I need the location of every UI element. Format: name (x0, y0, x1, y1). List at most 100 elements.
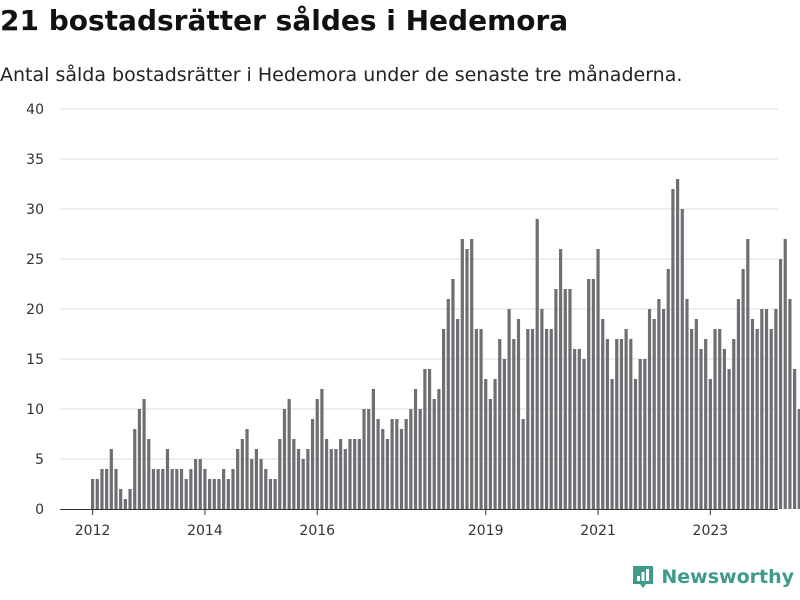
bar (343, 449, 347, 509)
bar (334, 449, 338, 509)
bar (385, 439, 390, 509)
bar (563, 289, 567, 509)
bar (329, 449, 333, 509)
bar (278, 439, 282, 509)
bar (755, 329, 759, 509)
chart-title: 21 bostadsrätter såldes i Hedemora (0, 4, 569, 37)
bar (151, 469, 156, 509)
bar (676, 179, 680, 509)
bar (629, 339, 633, 509)
bar (208, 479, 212, 509)
bar (179, 469, 184, 509)
bar (432, 399, 436, 509)
bar (451, 279, 455, 509)
bar (418, 409, 422, 509)
bar (460, 239, 464, 509)
bar (133, 429, 137, 509)
bar (718, 329, 722, 509)
bar (736, 299, 741, 509)
bars (91, 179, 800, 509)
bar (596, 249, 600, 509)
bar (722, 349, 726, 509)
y-tick-label: 35 (26, 152, 44, 168)
bar (381, 429, 385, 509)
bar (474, 329, 478, 509)
bar (643, 359, 647, 509)
bar (105, 469, 109, 509)
bar (95, 479, 99, 509)
bar (128, 489, 132, 509)
y-axis-ticks: 0 5 10 15 20 25 30 35 40 (26, 102, 44, 518)
bar (236, 449, 240, 509)
y-tick-label: 0 (35, 502, 44, 518)
x-tick-label: 2014 (187, 523, 223, 539)
bar (680, 209, 684, 509)
bar (353, 439, 357, 509)
bar (217, 479, 221, 509)
bar (250, 459, 254, 509)
y-tick-label: 30 (26, 202, 44, 218)
bar (296, 449, 301, 509)
bar (226, 479, 230, 509)
bar (484, 379, 488, 509)
bar (778, 259, 783, 509)
y-tick-label: 20 (26, 302, 44, 318)
bar (310, 419, 315, 509)
bar (231, 469, 235, 509)
bar (189, 469, 193, 509)
bar (568, 289, 572, 509)
bar (470, 239, 474, 509)
bar (240, 439, 244, 509)
bar (624, 329, 628, 509)
bar (619, 339, 624, 509)
bar (100, 469, 104, 509)
brand: Newsworthy (631, 564, 794, 590)
bar (666, 269, 670, 509)
x-tick-label: 2021 (580, 523, 616, 539)
bar (699, 349, 703, 509)
x-tick-label: 2012 (75, 523, 111, 539)
bar (741, 269, 745, 509)
bar (446, 299, 450, 509)
bar (727, 369, 731, 509)
bar (184, 479, 188, 509)
bar (694, 319, 698, 509)
bar (404, 419, 408, 509)
bar (587, 279, 591, 509)
bar (427, 369, 432, 509)
bar (521, 419, 525, 509)
bar (222, 469, 226, 509)
bar (549, 329, 553, 509)
x-tick-label: 2019 (468, 523, 504, 539)
bar (502, 359, 507, 509)
bar (456, 319, 460, 509)
bar (264, 469, 268, 509)
bar (306, 449, 310, 509)
bar (357, 439, 361, 509)
bar (413, 389, 418, 509)
y-tick-label: 10 (26, 402, 44, 418)
bar (764, 309, 769, 509)
bar (114, 469, 118, 509)
bar (423, 369, 427, 509)
bar (769, 329, 773, 509)
bar (507, 309, 511, 509)
bar (175, 469, 179, 509)
bar (198, 459, 202, 509)
bar (147, 439, 151, 509)
bar (465, 249, 469, 509)
bar (287, 399, 291, 509)
bar (301, 459, 305, 509)
x-axis-ticks: 2012201420162019202120232025 (75, 509, 728, 539)
chart-subtitle: Antal sålda bostadsrätter i Hedemora und… (0, 64, 683, 86)
bar (732, 339, 736, 509)
bar (371, 389, 375, 509)
bar (339, 439, 343, 509)
bar (395, 419, 399, 509)
bar (601, 319, 605, 509)
bar (325, 439, 329, 509)
bar (526, 329, 530, 509)
bar (254, 449, 258, 509)
bar (638, 359, 642, 509)
